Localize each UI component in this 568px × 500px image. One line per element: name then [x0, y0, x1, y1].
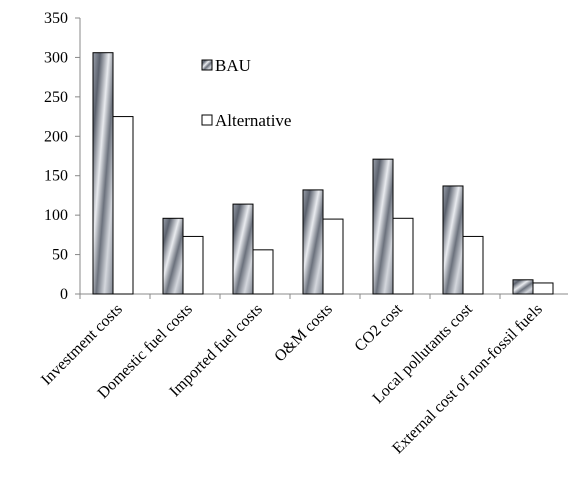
x-category-label: External cost of non-fossil fuels [389, 301, 546, 458]
y-tick-label: 300 [44, 49, 68, 66]
bar-bau [232, 203, 254, 295]
y-tick-label: 250 [44, 89, 68, 106]
legend-label-bau: BAU [215, 56, 251, 75]
y-tick-label: 200 [44, 128, 68, 145]
y-tick-label: 150 [44, 168, 68, 185]
bar-alternative [252, 249, 274, 295]
x-category-label: O&M costs [271, 301, 336, 366]
bar-bau [512, 279, 534, 295]
bar-bau [92, 52, 114, 295]
legend-label-alternative: Alternative [215, 111, 291, 130]
bar-alternative [112, 116, 134, 295]
bars [92, 52, 554, 295]
bar-bau [372, 158, 394, 295]
legend-swatch-alternative [201, 114, 213, 126]
bar-bau [302, 189, 324, 295]
y-tick-label: 50 [52, 247, 68, 264]
legend-swatch-bau [201, 59, 213, 71]
x-category-label: CO2 cost [351, 300, 406, 355]
bar-bau [162, 217, 184, 295]
bar-bau [442, 185, 464, 295]
bar-alternative [532, 282, 554, 295]
y-tick-label: 100 [44, 207, 68, 224]
bar-alternative [392, 217, 414, 295]
axes [75, 17, 568, 299]
bar-alternative [462, 235, 484, 295]
legend: BAU Alternative [201, 56, 291, 130]
bar-alternative [182, 235, 204, 295]
bar-alternative [322, 218, 344, 295]
y-tick-label: 350 [44, 10, 68, 27]
y-tick-label: 0 [60, 286, 68, 303]
